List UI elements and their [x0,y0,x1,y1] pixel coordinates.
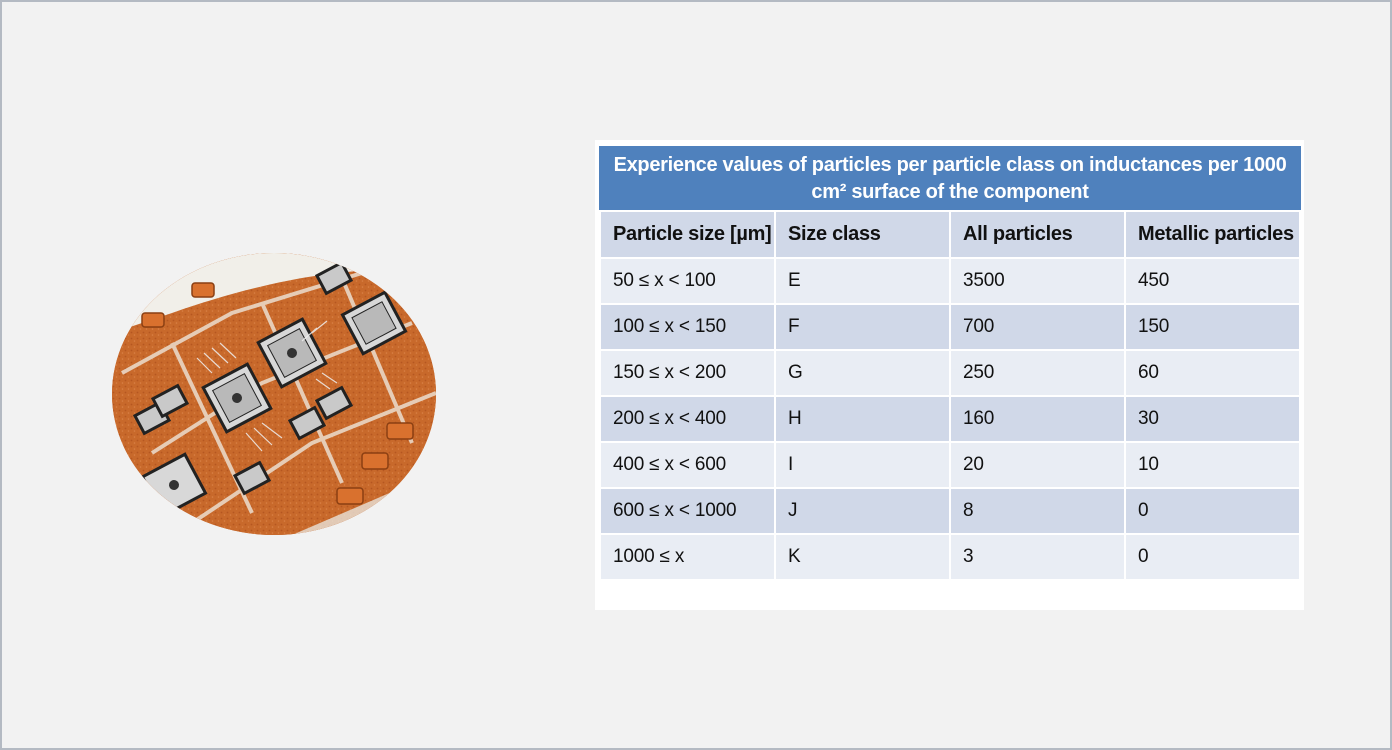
substrate-photo [112,253,436,535]
table-row: 600 ≤ x < 1000 J 8 0 [599,487,1301,535]
cell-metallic-particles: 30 [1124,395,1301,443]
cell-metallic-particles: 150 [1124,303,1301,351]
substrate-photo-illustration [112,253,436,535]
header-all-particles: All particles [949,210,1126,259]
cell-all-particles: 160 [949,395,1126,443]
cell-metallic-particles: 0 [1124,533,1301,581]
header-metallic-particles: Metallic particles [1124,210,1301,259]
cell-size-class: J [774,487,951,535]
table-row: 150 ≤ x < 200 G 250 60 [599,349,1301,397]
cell-size-class: H [774,395,951,443]
header-size-class: Size class [774,210,951,259]
particle-table-container: Experience values of particles per parti… [595,140,1304,610]
table-row: 100 ≤ x < 150 F 700 150 [599,303,1301,351]
cell-all-particles: 3 [949,533,1126,581]
cell-particle-size: 400 ≤ x < 600 [599,441,776,489]
table-row: 50 ≤ x < 100 E 3500 450 [599,257,1301,305]
cell-particle-size: 50 ≤ x < 100 [599,257,776,305]
cell-particle-size: 600 ≤ x < 1000 [599,487,776,535]
cell-metallic-particles: 10 [1124,441,1301,489]
cell-particle-size: 150 ≤ x < 200 [599,349,776,397]
cell-all-particles: 700 [949,303,1126,351]
cell-size-class: F [774,303,951,351]
table-row: 1000 ≤ x K 3 0 [599,533,1301,581]
cell-size-class: I [774,441,951,489]
cell-size-class: G [774,349,951,397]
table-caption: Experience values of particles per parti… [599,146,1301,210]
particle-table: Experience values of particles per parti… [599,146,1301,581]
cell-all-particles: 3500 [949,257,1126,305]
header-particle-size: Particle size [µm] [599,210,776,259]
table-row: 400 ≤ x < 600 I 20 10 [599,441,1301,489]
cell-particle-size: 1000 ≤ x [599,533,776,581]
cell-particle-size: 100 ≤ x < 150 [599,303,776,351]
table-row: 200 ≤ x < 400 H 160 30 [599,395,1301,443]
cell-metallic-particles: 60 [1124,349,1301,397]
cell-all-particles: 8 [949,487,1126,535]
cell-particle-size: 200 ≤ x < 400 [599,395,776,443]
cell-all-particles: 20 [949,441,1126,489]
cell-all-particles: 250 [949,349,1126,397]
cell-metallic-particles: 0 [1124,487,1301,535]
cell-metallic-particles: 450 [1124,257,1301,305]
cell-size-class: E [774,257,951,305]
table-header-row: Particle size [µm] Size class All partic… [599,210,1301,259]
cell-size-class: K [774,533,951,581]
